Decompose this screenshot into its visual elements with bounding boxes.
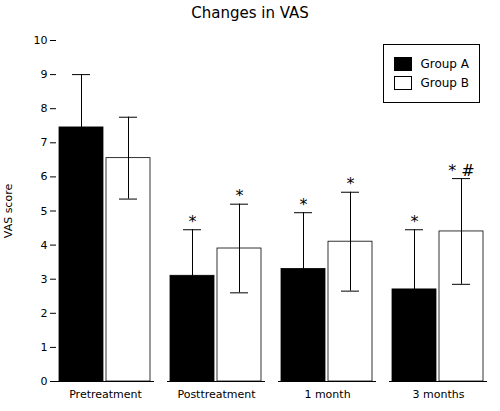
svg-text:Posttreatment: Posttreatment bbox=[177, 388, 256, 401]
svg-text:VAS score: VAS score bbox=[2, 184, 15, 239]
html-text:Group A: Group A bbox=[420, 57, 469, 71]
svg-text:1 month: 1 month bbox=[304, 388, 350, 401]
html-text:Group B: Group B bbox=[420, 76, 469, 90]
svg-text:3: 3 bbox=[41, 273, 48, 286]
svg-text:*: * bbox=[236, 186, 244, 205]
svg-text:2: 2 bbox=[41, 307, 48, 320]
svg-text:7: 7 bbox=[41, 136, 48, 149]
svg-text:8: 8 bbox=[41, 102, 48, 115]
svg-text:0: 0 bbox=[41, 375, 48, 388]
svg-text:*: * bbox=[347, 174, 355, 193]
svg-text:5: 5 bbox=[41, 205, 48, 218]
svg-text:Pretreatment: Pretreatment bbox=[69, 388, 142, 401]
svg-text:*: * bbox=[411, 212, 419, 231]
svg-text:* #: * # bbox=[448, 161, 475, 180]
html-text:Changes in VAS: Changes in VAS bbox=[191, 4, 309, 22]
svg-text:*: * bbox=[189, 212, 197, 231]
svg-text:*: * bbox=[300, 195, 308, 214]
svg-text:6: 6 bbox=[41, 170, 48, 183]
svg-text:1: 1 bbox=[41, 341, 48, 354]
svg-text:4: 4 bbox=[41, 239, 48, 252]
svg-text:10: 10 bbox=[34, 34, 48, 47]
svg-text:9: 9 bbox=[41, 68, 48, 81]
svg-text:3 months: 3 months bbox=[413, 388, 465, 401]
